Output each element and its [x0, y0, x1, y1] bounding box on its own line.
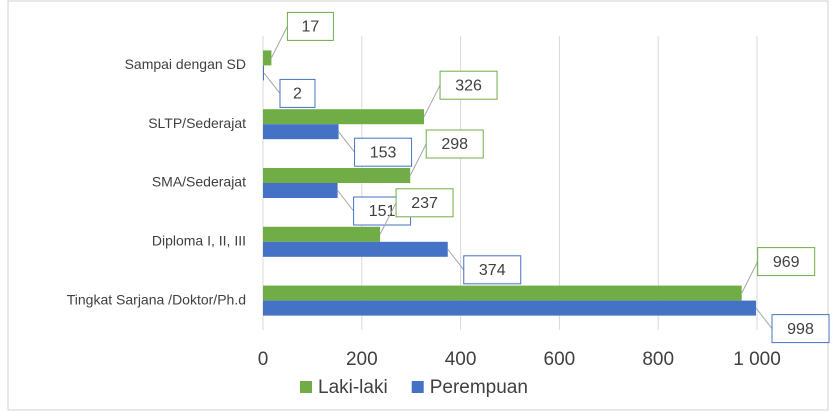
data-label-box [354, 137, 413, 167]
data-label: 998 [787, 321, 814, 338]
leader-line [447, 248, 465, 271]
legend-swatch [411, 381, 424, 393]
leader-line [337, 190, 354, 212]
data-label-box [279, 78, 316, 108]
y-tick-label: SMA/Sederajat [152, 174, 246, 190]
bar [263, 241, 448, 257]
bar [263, 124, 339, 140]
data-label-box [286, 11, 334, 41]
x-tick-label: 0 [258, 349, 269, 370]
bar [263, 183, 338, 198]
legend-label: Perempuan [430, 377, 528, 398]
data-label-box [425, 129, 484, 159]
data-label: 374 [479, 262, 506, 279]
bar [263, 109, 425, 125]
data-label: 2 [293, 86, 302, 103]
legend-swatch [300, 381, 312, 393]
x-tick-label: 1 000 [733, 349, 781, 370]
x-tick-label: 800 [642, 349, 674, 370]
bar [263, 65, 264, 81]
data-label-box [771, 314, 830, 344]
leader-line [270, 26, 288, 59]
data-label-box [757, 247, 816, 277]
data-label: 298 [441, 136, 468, 153]
leader-line [379, 202, 397, 235]
x-tick-label: 600 [544, 349, 576, 370]
data-label-box [463, 255, 522, 285]
bar [263, 226, 381, 242]
bar [263, 300, 757, 316]
x-tick-label: 400 [445, 349, 477, 370]
leader-line [755, 307, 773, 329]
data-label: 326 [455, 77, 482, 94]
data-label-box [439, 70, 498, 100]
bar [263, 168, 411, 183]
leader-line [409, 143, 427, 176]
data-label: 153 [370, 144, 397, 161]
bar [263, 285, 742, 301]
legend-label: Laki-laki [318, 377, 388, 398]
leader-line [338, 131, 355, 153]
leader-line [423, 84, 441, 117]
data-label-box [395, 188, 454, 218]
y-tick-label: Diploma I, II, III [152, 233, 246, 249]
data-label: 237 [411, 195, 438, 212]
y-tick-label: Sampai dengan SD [125, 56, 246, 72]
leader-line [741, 261, 759, 294]
bar [263, 50, 272, 66]
x-tick-label: 200 [346, 349, 378, 370]
data-label: 17 [301, 19, 319, 36]
y-tick-label: Tingkat Sarjana /Doktor/Ph.d [67, 291, 246, 307]
leader-line [263, 72, 281, 94]
data-label: 969 [773, 254, 800, 271]
y-tick-label: SLTP/Sederajat [148, 115, 246, 131]
